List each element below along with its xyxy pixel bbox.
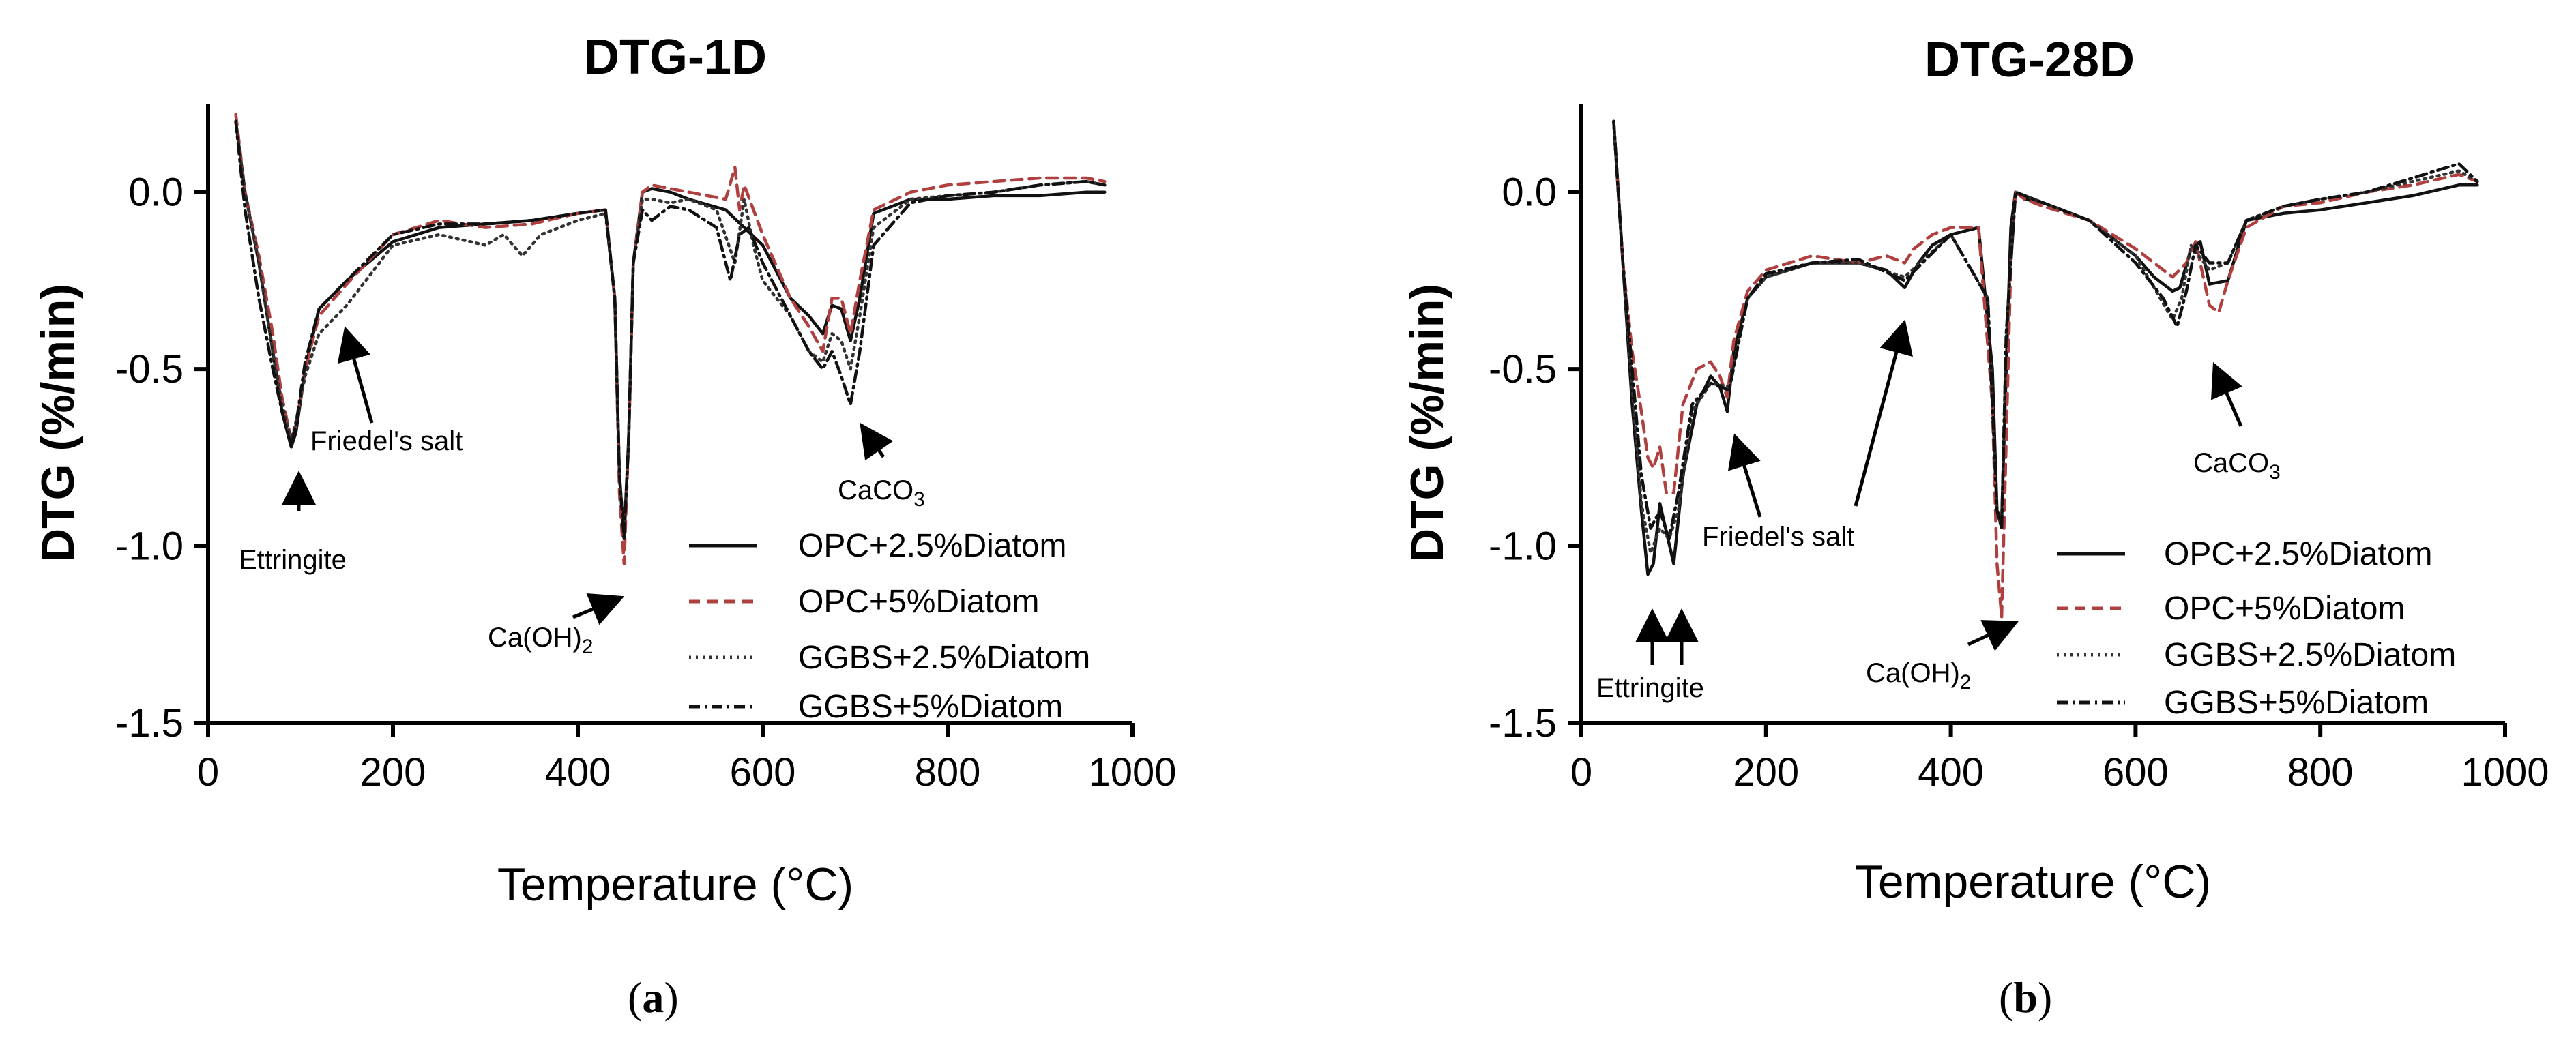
y-tick-label: -1.5 xyxy=(115,701,184,745)
y-tick-label: 0.0 xyxy=(128,170,184,215)
annotation-caoh2: Ca(OH)2 xyxy=(488,623,593,658)
series-line-ggbs-5-diatom xyxy=(234,119,1107,541)
annotation-ettringite: Ettringite xyxy=(239,545,347,575)
x-tick-label: 800 xyxy=(2287,750,2354,795)
y-tick-label: 0.0 xyxy=(1502,170,1557,215)
chart-panel-b: DTG-28D DTG (%/min) Temperature (°C) 0.0… xyxy=(1401,33,2549,1022)
legend-label-opc25: OPC+2.5%Diatom xyxy=(2164,536,2433,572)
panel-label: (a) xyxy=(628,973,679,1022)
x-tick-label: 0 xyxy=(197,750,219,795)
arrow-caoh2 xyxy=(1967,620,2019,651)
legend-label-ggbs25: GGBS+2.5%Diatom xyxy=(798,640,1090,676)
series-line-opc-5-diatom xyxy=(1612,119,2479,619)
x-tick-label: 400 xyxy=(1918,750,1984,795)
series-line-ggbs-2-5-diatom xyxy=(234,119,1107,537)
legend-label-ggbs5: GGBS+5%Diatom xyxy=(2164,685,2429,721)
legend-label-ggbs5: GGBS+5%Diatom xyxy=(798,689,1063,725)
x-tick-label: 400 xyxy=(545,750,611,795)
y-axis-label: DTG (%/min) xyxy=(1401,284,1453,562)
series-line-opc-2-5-diatom xyxy=(234,119,1107,541)
x-tick-label: 0 xyxy=(1570,750,1592,795)
x-tick-label: 200 xyxy=(1733,750,1799,795)
y-axis-label: DTG (%/min) xyxy=(32,284,84,562)
annotations: Ettringite Friedel's salt Ca(OH)2 CaCO3 xyxy=(239,326,925,658)
x-axis-title: Temperature (°C) xyxy=(1855,856,2211,908)
y-tick-label: -0.5 xyxy=(115,347,184,391)
x-tick-label: 200 xyxy=(360,750,426,795)
arrow-secondary-peak xyxy=(1854,319,1913,507)
x-tick-label: 800 xyxy=(915,750,981,795)
panel-label: (b) xyxy=(1999,973,2052,1022)
legend-label-opc5: OPC+5%Diatom xyxy=(798,584,1039,620)
annotation-ettringite: Ettringite xyxy=(1596,673,1704,703)
arrow-caco3 xyxy=(2211,361,2243,427)
y-axis-title: DTG (%/min) xyxy=(32,284,84,562)
annotation-caco3: CaCO3 xyxy=(2193,448,2281,484)
legend: OPC+2.5%Diatom OPC+5%Diatom GGBS+2.5%Dia… xyxy=(2057,536,2456,721)
arrow-friedels-salt xyxy=(1727,433,1762,518)
annotation-caoh2: Ca(OH)2 xyxy=(1866,658,1971,694)
x-tick-label: 1000 xyxy=(2461,750,2549,795)
series-line-opc-5-diatom xyxy=(234,113,1107,565)
chart-title: DTG-1D xyxy=(584,30,767,85)
series-layer xyxy=(1612,119,2479,619)
chart-title: DTG-28D xyxy=(1924,33,2135,87)
y-tick-label: -1.0 xyxy=(115,524,184,569)
y-axis-title: DTG (%/min) xyxy=(1401,284,1453,562)
y-tick-label: -1.5 xyxy=(1489,701,1557,745)
annotation-caco3: CaCO3 xyxy=(838,475,925,511)
legend: OPC+2.5%Diatom OPC+5%Diatom GGBS+2.5%Dia… xyxy=(689,528,1090,725)
y-tick-label: -0.5 xyxy=(1489,347,1557,391)
legend-label-opc25: OPC+2.5%Diatom xyxy=(798,528,1067,564)
series-line-ggbs-5-diatom xyxy=(1612,119,2479,541)
axes: 0.0 -0.5 -1.0 -1.5 0 200 400 600 800 1000 xyxy=(1489,104,2549,795)
legend-label-opc5: OPC+5%Diatom xyxy=(2164,591,2405,627)
series-line-ggbs-2-5-diatom xyxy=(1612,119,2479,555)
legend-label-ggbs25: GGBS+2.5%Diatom xyxy=(2164,637,2456,673)
series-line-opc-2-5-diatom xyxy=(1612,119,2479,576)
arrow-friedels-salt xyxy=(337,326,374,424)
arrow-caco3 xyxy=(860,422,894,461)
annotations: Ettringite Friedel's salt Ca(OH)2 CaCO3 xyxy=(1596,319,2281,703)
x-tick-label: 600 xyxy=(2103,750,2169,795)
axes: 0.0 -0.5 -1.0 -1.5 0 200 400 600 800 1000 xyxy=(115,104,1177,795)
chart-panel-a: DTG-1D DTG (%/min) Temperature (°C) 0.0 -… xyxy=(32,30,1177,1022)
annotation-friedels-salt: Friedel's salt xyxy=(1702,522,1854,552)
x-tick-label: 600 xyxy=(730,750,796,795)
series-layer xyxy=(234,113,1107,565)
annotation-friedels-salt: Friedel's salt xyxy=(310,426,463,456)
y-tick-label: -1.0 xyxy=(1489,524,1557,569)
arrow-caoh2 xyxy=(572,593,625,625)
x-axis-title: Temperature (°C) xyxy=(497,859,853,910)
x-tick-label: 1000 xyxy=(1088,750,1176,795)
